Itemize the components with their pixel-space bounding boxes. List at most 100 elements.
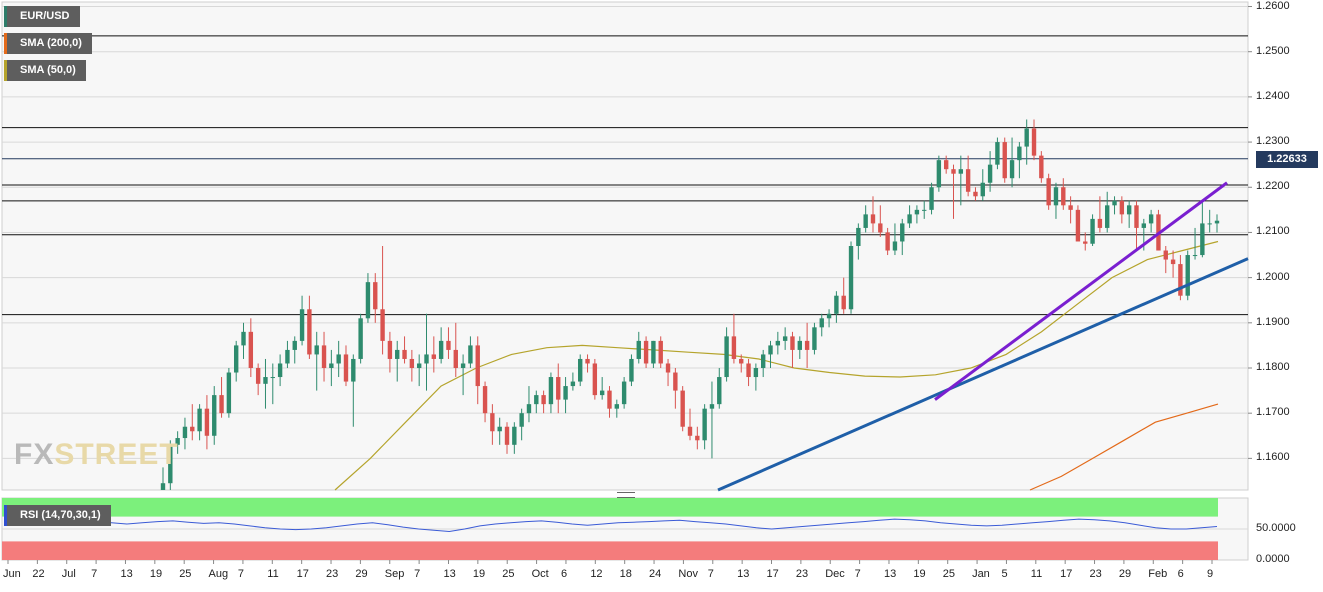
legend-rsi[interactable]: RSI (14,70,30,1): [4, 505, 111, 526]
candle-body: [460, 363, 466, 368]
x-tick-label: 13: [883, 568, 897, 580]
candle-body: [387, 340, 393, 359]
candle-body: [724, 336, 729, 378]
sma50-line: [334, 240, 1219, 491]
candle-body: [248, 331, 254, 368]
candle-body: [702, 408, 707, 441]
candle-body: [233, 345, 239, 373]
candle-body: [1200, 223, 1205, 256]
x-tick-label: 19: [149, 568, 163, 580]
candle-body: [548, 377, 554, 405]
candle-body: [175, 438, 180, 445]
candle-body: [878, 223, 883, 233]
x-tick-label: Aug: [208, 568, 229, 580]
candle-body: [416, 363, 422, 368]
candle-body: [709, 404, 715, 409]
candle-body: [241, 331, 246, 346]
candle-body: [1134, 205, 1139, 228]
candle-body: [1068, 205, 1073, 210]
y-tick-label: 1.2200: [1256, 180, 1290, 193]
candle-body: [395, 349, 400, 359]
y-tick-label: 1.2300: [1256, 135, 1290, 148]
candle-body: [673, 372, 678, 391]
candle-body: [1148, 214, 1154, 224]
candle-body: [219, 395, 224, 414]
x-tick-label: 23: [1089, 568, 1102, 580]
candle-body: [1083, 241, 1088, 244]
candle-body: [190, 426, 195, 432]
candle-body: [373, 282, 378, 310]
candle-body: [614, 404, 620, 409]
candle-body: [504, 426, 510, 445]
candle-body: [541, 395, 546, 405]
candle-body: [665, 363, 671, 373]
y-tick-label: 1.2400: [1256, 89, 1290, 102]
x-tick-label: 9: [1207, 568, 1214, 580]
trendline-blue: [717, 257, 1249, 492]
x-tick-label: Oct: [531, 568, 549, 580]
x-tick-label: 13: [120, 568, 133, 580]
legend-sma200[interactable]: SMA (200,0): [4, 33, 92, 54]
y-tick-label: 1.1600: [1256, 451, 1290, 464]
candle-body: [424, 354, 429, 364]
candle-body: [746, 363, 751, 378]
candle-body: [826, 313, 832, 319]
x-tick-label: 13: [443, 568, 456, 580]
x-tick-label: 7: [854, 568, 861, 580]
candle-body: [299, 309, 305, 341]
candle-body: [943, 160, 949, 170]
x-tick-label: 29: [355, 568, 368, 580]
y-tick-label: 1.1900: [1256, 315, 1290, 328]
watermark-fx: FX: [14, 438, 55, 471]
x-tick-label: 23: [326, 568, 339, 580]
x-tick-label: 29: [1118, 568, 1132, 580]
candle-body: [936, 160, 942, 188]
candle-body: [922, 209, 927, 211]
candle-body: [1214, 220, 1220, 224]
candle-body: [380, 309, 385, 341]
x-tick-label: 25: [942, 568, 955, 580]
candle-body: [607, 390, 612, 409]
candle-body: [497, 426, 502, 432]
candle-body: [621, 381, 627, 405]
x-tick-label: Sep: [384, 568, 405, 580]
y-tick-label: 1.2500: [1256, 44, 1290, 57]
y-tick-label: 1.2600: [1256, 0, 1290, 12]
candle-body: [409, 358, 415, 368]
candle-body: [1112, 200, 1117, 206]
candle-body: [365, 282, 371, 319]
rsi-tick-label: 0.0000: [1256, 553, 1290, 565]
x-tick-label: 6: [1177, 568, 1184, 580]
candle-body: [804, 340, 810, 350]
candle-body: [951, 169, 956, 174]
candle-body: [782, 336, 788, 341]
trendline-purple: [934, 181, 1228, 401]
x-tick-label: 6: [560, 568, 568, 580]
candle-body: [1207, 223, 1212, 225]
candle-body: [1039, 155, 1044, 179]
x-tick-label: 11: [1030, 568, 1043, 580]
x-tick-label: Nov: [678, 568, 698, 580]
rsi-line: [3, 518, 1218, 533]
x-tick-label: Jul: [61, 568, 76, 580]
candle-body: [168, 444, 173, 484]
candle-body: [680, 390, 685, 427]
panel-resize-handle[interactable]: [617, 492, 635, 498]
candle-body: [775, 340, 781, 346]
legend-sma50[interactable]: SMA (50,0): [4, 60, 86, 81]
candle-body: [768, 345, 773, 355]
candle-body: [563, 386, 568, 400]
legend-symbol[interactable]: EUR/USD: [4, 6, 80, 27]
y-tick-label: 1.2000: [1256, 270, 1290, 283]
candle-body: [285, 349, 290, 364]
candle-body: [226, 372, 232, 414]
candle-body: [358, 318, 363, 359]
x-tick-label: 24: [649, 568, 662, 580]
price-panel: [1, 1, 1249, 491]
candle-body: [438, 340, 444, 359]
candle-body: [636, 340, 641, 359]
candle-body: [453, 349, 458, 368]
watermark-street: STREET: [54, 438, 179, 471]
candle-body: [687, 426, 693, 436]
